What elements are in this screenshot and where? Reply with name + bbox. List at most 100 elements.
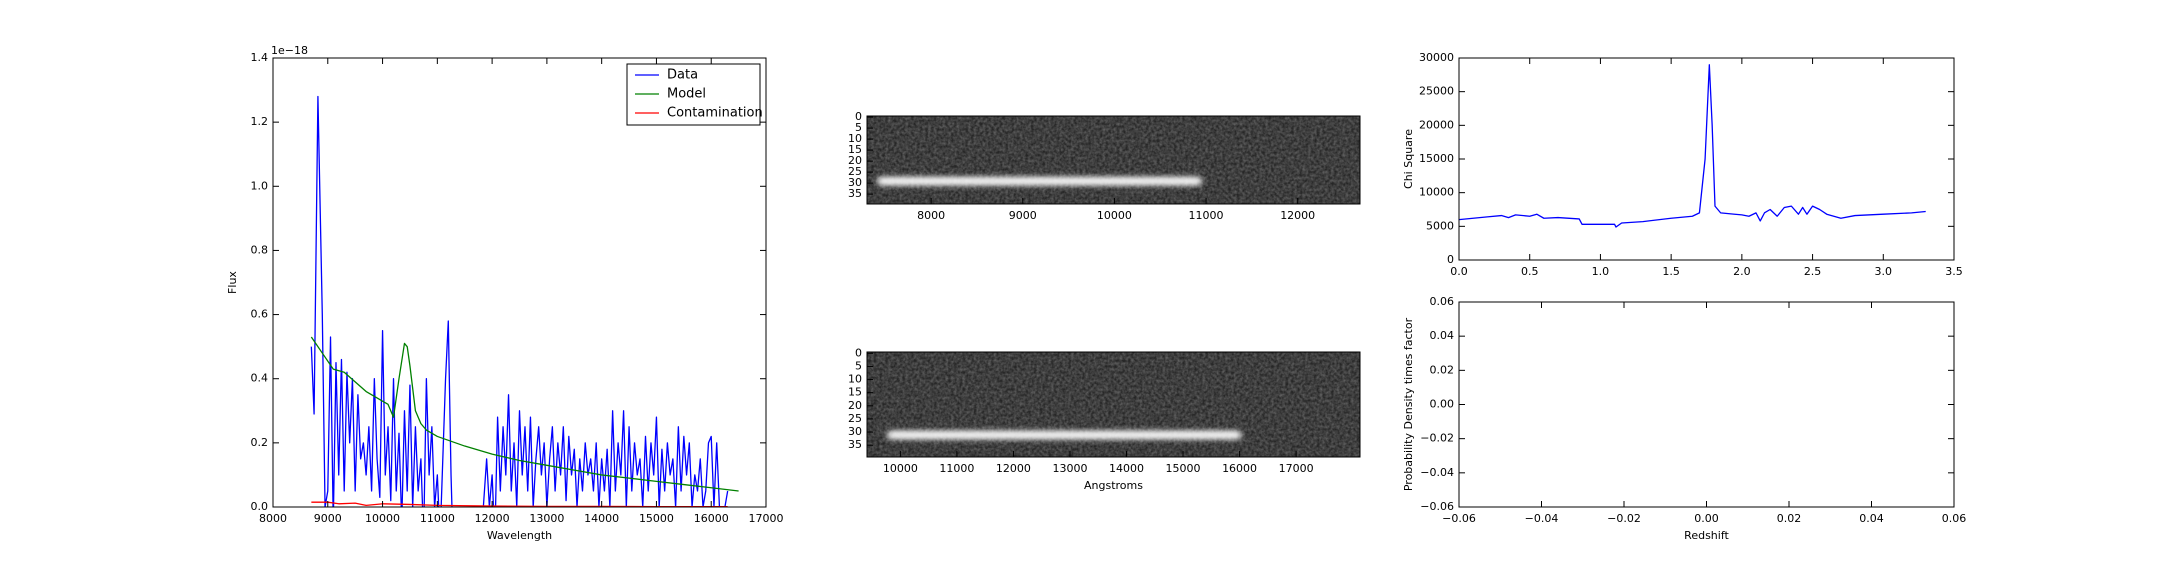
x-tick-label: 9000 xyxy=(314,512,342,525)
y-tick-label: 0.2 xyxy=(251,436,269,449)
y-tick-label: 0.4 xyxy=(251,372,269,385)
x-tick-label: 11000 xyxy=(420,512,455,525)
y-tick-label: 0 xyxy=(855,346,862,359)
y-tick-label: 20 xyxy=(848,399,862,412)
y-tick-label: 0.00 xyxy=(1430,398,1455,411)
image-noise xyxy=(867,116,1360,204)
x-tick-label: −0.02 xyxy=(1607,512,1641,525)
y-tick-label: 10000 xyxy=(1419,186,1454,199)
spectrum-core xyxy=(891,433,1237,437)
x-tick-label: 11000 xyxy=(939,462,974,475)
x-tick-label: 0.0 xyxy=(1450,265,1468,278)
x-tick-label: 3.0 xyxy=(1875,265,1893,278)
x-tick-label: 10000 xyxy=(365,512,400,525)
spectrum-core xyxy=(881,179,1198,183)
y-tick-label: 10 xyxy=(848,373,862,386)
image-noise xyxy=(867,352,1360,457)
y-axis-label: Flux xyxy=(226,271,239,294)
line-series xyxy=(1459,64,1926,228)
y-tick-label: 0.04 xyxy=(1430,329,1455,342)
y-tick-label: 30000 xyxy=(1419,51,1454,64)
y-tick-label: 15000 xyxy=(1419,152,1454,165)
x-tick-label: 14000 xyxy=(584,512,619,525)
x-tick-label: 0.5 xyxy=(1521,265,1539,278)
x-tick-label: 2.5 xyxy=(1804,265,1822,278)
y-tick-label: 0.02 xyxy=(1430,363,1455,376)
y-tick-label: 20000 xyxy=(1419,118,1454,131)
axes: 10000 11000 12000 13000 14000 15000 16000 17000… xyxy=(848,346,1361,492)
y-tick-label: 35 xyxy=(848,438,862,451)
x-tick-label: −0.06 xyxy=(1442,512,1476,525)
axes: 8000 9000 10000 11000 12000 13000 14000 15000 16… xyxy=(226,44,784,542)
x-tick-label: 0.06 xyxy=(1942,512,1967,525)
y-tick-label: 35 xyxy=(848,187,862,200)
x-tick-label: 17000 xyxy=(749,512,784,525)
x-tick-label: 9000 xyxy=(1009,209,1037,222)
legend-label: Contamination xyxy=(667,106,763,121)
y-tick-label: 5000 xyxy=(1426,219,1454,232)
y-tick-label: 15 xyxy=(848,143,862,156)
x-tick-label: 12000 xyxy=(996,462,1031,475)
x-axis-label: Wavelength xyxy=(487,529,552,542)
line-series xyxy=(311,501,728,507)
y-tick-label: 1.0 xyxy=(251,179,269,192)
legend-label: Data xyxy=(667,68,698,83)
y-tick-label: 20 xyxy=(848,154,862,167)
y-tick-label: 0.8 xyxy=(251,243,269,256)
y-tick-label: −0.02 xyxy=(1420,432,1454,445)
x-tick-label: 16000 xyxy=(694,512,729,525)
x-tick-label: 0.04 xyxy=(1859,512,1884,525)
axes: −0.06 −0.04 −0.02 0.00 0.02 0.04 0.06 −0.06 −0.0… xyxy=(1402,295,1966,542)
x-tick-label: 1.0 xyxy=(1592,265,1610,278)
x-tick-label: 11000 xyxy=(1189,209,1224,222)
x-tick-label: 15000 xyxy=(639,512,674,525)
y-tick-label: 1.4 xyxy=(251,51,269,64)
y-tick-label: −0.06 xyxy=(1420,500,1454,513)
y-tick-label: 30 xyxy=(848,425,862,438)
axes-frame xyxy=(1458,301,1955,508)
x-tick-label: 3.5 xyxy=(1945,265,1963,278)
y-tick-label: 0 xyxy=(855,110,862,123)
x-tick-label: 10000 xyxy=(883,462,918,475)
x-tick-label: 17000 xyxy=(1279,462,1314,475)
x-tick-label: −0.04 xyxy=(1525,512,1559,525)
y-tick-label: 0 xyxy=(1447,253,1454,266)
y-tick-label: 0.0 xyxy=(251,500,269,513)
y-tick-label: 25 xyxy=(848,165,862,178)
line-series xyxy=(310,336,739,492)
x-tick-label: 14000 xyxy=(1109,462,1144,475)
axes: 0.0 0.5 1.0 1.5 2.0 2.5 3.0 3.5 0 5000 10000 15000 2… xyxy=(1402,51,1963,278)
y-tick-label: 1.2 xyxy=(251,115,269,128)
x-tick-label: 10000 xyxy=(1097,209,1132,222)
y-tick-label: 25000 xyxy=(1419,85,1454,98)
y-tick-label: 30 xyxy=(848,176,862,189)
x-tick-label: 0.02 xyxy=(1777,512,1802,525)
x-tick-label: 13000 xyxy=(1052,462,1087,475)
x-axis-label: Redshift xyxy=(1684,529,1729,542)
axes-frame xyxy=(866,115,1361,205)
y-axis-label: Probability Density times factor xyxy=(1402,317,1415,491)
x-tick-label: 12000 xyxy=(1280,209,1315,222)
x-tick-label: 16000 xyxy=(1222,462,1257,475)
x-tick-label: 15000 xyxy=(1166,462,1201,475)
axes-frame xyxy=(272,57,767,508)
y-tick-label: 5 xyxy=(855,359,862,372)
axes-frame xyxy=(866,351,1361,458)
y-tick-label: −0.04 xyxy=(1420,466,1454,479)
legend-label: Model xyxy=(667,87,706,102)
y-tick-label: 15 xyxy=(848,386,862,399)
x-tick-label: 13000 xyxy=(529,512,564,525)
x-tick-label: 8000 xyxy=(917,209,945,222)
x-tick-label: 8000 xyxy=(259,512,287,525)
offset-text: 1e−18 xyxy=(271,44,308,57)
x-tick-label: 2.0 xyxy=(1733,265,1751,278)
y-tick-label: 5 xyxy=(855,121,862,134)
y-tick-label: 0.06 xyxy=(1430,295,1455,308)
y-tick-label: 0.6 xyxy=(251,308,269,321)
y-axis-label: Chi Square xyxy=(1402,129,1415,189)
x-tick-label: 12000 xyxy=(475,512,510,525)
x-tick-label: 1.5 xyxy=(1662,265,1680,278)
x-axis-label: Angstroms xyxy=(1084,479,1143,492)
